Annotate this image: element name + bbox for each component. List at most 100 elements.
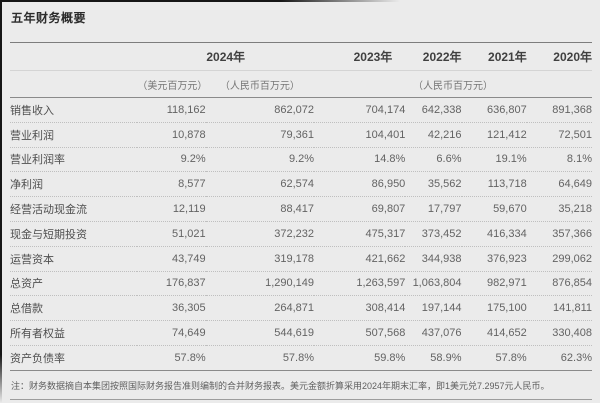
table-row: 销售收入 118,162 862,072 704,174 642,338 636,807 8… [10, 98, 592, 123]
unit-label-usd-millions: （美元百万元） [137, 80, 208, 92]
units-header-row: （美元百万元） （人民币百万元） （人民币百万元） [10, 71, 592, 98]
cell-value: 862,072 [274, 103, 315, 116]
table-row: 资产负债率 57.8% 57.8% 59.8% 58.9% 57.8% 62.3% [10, 345, 592, 371]
cell-value: 74,649 [171, 327, 206, 340]
year-header-2024: 2024年 [206, 50, 246, 64]
cell-value: 414,652 [486, 327, 527, 340]
cell-value: 344,938 [421, 252, 462, 265]
row-label: 净利润 [10, 179, 43, 192]
cell-value: 642,338 [421, 103, 462, 116]
cell-value: 121,412 [486, 128, 527, 141]
cell-value: 43,749 [171, 252, 206, 265]
cell-value: 69,807 [371, 203, 406, 216]
cell-value: 104,401 [365, 128, 406, 141]
row-label: 所有者权益 [10, 328, 65, 341]
row-label: 现金与短期投资 [10, 228, 87, 241]
cell-value: 62,574 [280, 178, 315, 191]
cell-value: 704,174 [365, 103, 406, 116]
row-label: 总借款 [10, 303, 43, 316]
cell-value: 58.9% [430, 351, 462, 364]
cell-value: 35,218 [558, 203, 592, 216]
cell-value: 8,577 [178, 178, 206, 191]
cell-value: 64,649 [558, 178, 592, 191]
cell-value: 197,144 [421, 302, 462, 315]
year-header-2021: 2021年 [488, 50, 527, 64]
table-row: 所有者权益 74,649 544,619 507,568 437,076 414,652 3… [10, 321, 592, 346]
cell-value: 141,811 [553, 302, 592, 315]
table-body: 销售收入 118,162 862,072 704,174 642,338 636,807 8… [10, 98, 592, 371]
cell-value: 421,662 [365, 252, 406, 265]
row-label: 营业利润率 [10, 154, 65, 167]
unit-label-rmb-millions-prior-years: （人民币百万元） [413, 80, 493, 92]
row-label: 经营活动现金流 [10, 204, 87, 217]
cell-value: 17,797 [427, 203, 462, 216]
row-label: 销售收入 [10, 104, 54, 117]
cell-value: 544,619 [274, 327, 315, 340]
bottom-divider [10, 398, 592, 400]
cell-value: 357,366 [552, 227, 592, 240]
label-column-spacer [10, 43, 137, 71]
cell-value: 14.8% [374, 153, 406, 166]
window-frame-top-edge [0, 0, 400, 2]
table-row: 经营活动现金流 12,119 88,417 69,807 17,797 59,670 35,… [10, 197, 592, 222]
row-label: 运营资本 [10, 253, 54, 266]
year-header-2023: 2023年 [353, 50, 393, 64]
cell-value: 42,216 [427, 128, 462, 141]
cell-value: 113,718 [487, 178, 527, 191]
cell-value: 876,854 [552, 277, 592, 290]
cell-value: 372,232 [274, 227, 315, 240]
row-label: 营业利润 [10, 129, 54, 142]
cell-value: 416,334 [486, 227, 527, 240]
table-row: 现金与短期投资 51,021 372,232 475,317 373,452 416,33… [10, 221, 592, 247]
cell-value: 1,290,149 [265, 277, 315, 290]
cell-value: 57.8% [282, 351, 315, 364]
cell-value: 9.2% [180, 153, 206, 166]
year-header-row: 2024年 2023年 2022年 2021年 2020年 [10, 43, 592, 71]
footnote: 注：财务数据摘自本集团按照国际财务报告准则编制的合并财务报表。美元金额折算采用2… [11, 380, 550, 391]
cell-value: 299,062 [552, 252, 592, 265]
cell-value: 86,950 [371, 178, 406, 191]
cell-value: 51,021 [171, 227, 206, 240]
cell-value: 72,501 [558, 128, 592, 141]
cell-value: 891,368 [552, 103, 592, 116]
row-label: 资产负债率 [10, 352, 65, 365]
page-title: 五年财务概要 [11, 11, 87, 25]
cell-value: 176,837 [165, 277, 206, 290]
cell-value: 59,670 [493, 203, 527, 216]
cell-value: 12,119 [172, 203, 206, 216]
table-row: 运营资本 43,749 319,178 421,662 344,938 376,923 29… [10, 246, 592, 272]
cell-value: 88,417 [280, 203, 315, 216]
label-column-spacer [10, 71, 137, 98]
cell-value: 373,452 [421, 227, 462, 240]
cell-value: 475,317 [365, 227, 406, 240]
cell-value: 1,063,804 [412, 277, 462, 290]
cell-value: 57.8% [174, 351, 206, 364]
cell-value: 36,305 [171, 302, 206, 315]
five-year-financial-summary-table: 2024年 2023年 2022年 2021年 2020年 （美元百万元） （人… [10, 42, 592, 371]
year-header-2022: 2022年 [422, 50, 462, 64]
cell-value: 982,971 [486, 277, 527, 290]
cell-value: 8.1% [566, 153, 592, 166]
table-row: 净利润 8,577 62,574 86,950 35,562 113,718 64,649 [10, 172, 592, 197]
cell-value: 6.6% [436, 153, 462, 166]
cell-value: 9.2% [288, 153, 315, 166]
table-row: 营业利润率 9.2% 9.2% 14.8% 6.6% 19.1% 8.1% [10, 147, 592, 172]
cell-value: 319,178 [274, 252, 315, 265]
cell-value: 59.8% [374, 351, 406, 364]
cell-value: 79,361 [280, 128, 315, 141]
cell-value: 330,408 [552, 327, 592, 340]
unit-label-rmb-millions-2024: （人民币百万元） [219, 80, 300, 92]
cell-value: 264,871 [274, 302, 315, 315]
table-row: 营业利润 10,878 79,361 104,401 42,216 121,412 72,5… [10, 122, 592, 148]
cell-value: 376,923 [486, 252, 527, 265]
window-frame-left-edge [0, 0, 2, 403]
cell-value: 636,807 [486, 103, 527, 116]
cell-value: 57.8% [495, 351, 527, 364]
cell-value: 1,263,597 [356, 277, 406, 290]
cell-value: 19.1% [495, 153, 527, 166]
year-header-2020: 2020年 [553, 50, 592, 64]
cell-value: 308,414 [365, 302, 406, 315]
cell-value: 118,162 [166, 103, 206, 116]
cell-value: 175,100 [486, 302, 527, 315]
